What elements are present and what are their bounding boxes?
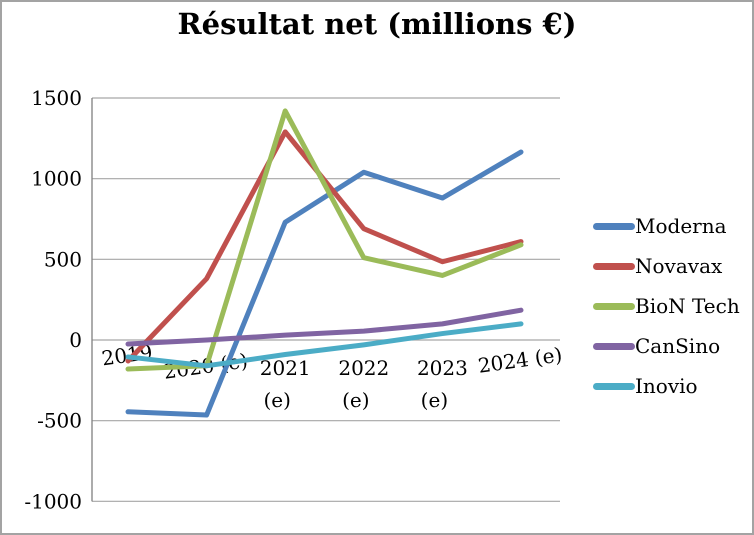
x-axis-label-group-2023e: 2023 (e) <box>417 356 468 412</box>
legend-label: Inovio <box>635 374 698 398</box>
chart-legend: Moderna Novavax BioN Tech CanSino Inovio <box>593 206 740 406</box>
legend-swatch-icon <box>593 302 635 310</box>
legend-label: CanSino <box>635 334 721 358</box>
x-axis-label-suffix: (e) <box>263 388 290 412</box>
legend-swatch-icon <box>593 222 635 230</box>
y-tick-label-1500: 1500 <box>31 86 82 110</box>
legend-item-novavax: Novavax <box>593 246 740 286</box>
y-tick-label--500: -500 <box>37 409 82 433</box>
legend-swatch-icon <box>593 342 635 350</box>
x-axis-label-suffix: (e) <box>342 388 369 412</box>
y-tick-label-1000: 1000 <box>31 167 82 191</box>
x-axis-label-group-2024e: 2024 (e) <box>476 342 563 378</box>
x-axis-label: 2021 <box>260 356 311 380</box>
series-line-inovio <box>125 321 524 369</box>
x-axis-label-suffix: (e) <box>421 388 448 412</box>
y-tick-label--1000: -1000 <box>24 489 82 513</box>
x-axis-label: 2022 <box>338 356 389 380</box>
legend-item-bion-tech: BioN Tech <box>593 286 740 326</box>
series-line-moderna <box>125 149 524 418</box>
x-axis-label: 2023 <box>417 356 468 380</box>
legend-swatch-icon <box>593 262 635 270</box>
series-line-cansino <box>125 307 524 347</box>
x-axis-label-group-2022e: 2022 (e) <box>338 356 389 412</box>
y-tick-label-0: 0 <box>69 328 82 352</box>
legend-label: Novavax <box>635 254 723 278</box>
legend-item-cansino: CanSino <box>593 326 740 366</box>
legend-label: Moderna <box>635 214 727 238</box>
x-axis-label: 2024 (e) <box>476 342 563 378</box>
x-axis-label-group-2021e: 2021 (e) <box>260 356 311 412</box>
legend-swatch-icon <box>593 382 635 390</box>
legend-label: BioN Tech <box>635 294 740 318</box>
legend-item-moderna: Moderna <box>593 206 740 246</box>
chart-title: Résultat net (millions €) <box>177 7 577 41</box>
y-tick-label-500: 500 <box>44 247 82 271</box>
legend-item-inovio: Inovio <box>593 366 740 406</box>
series-line-novavax <box>125 129 524 364</box>
